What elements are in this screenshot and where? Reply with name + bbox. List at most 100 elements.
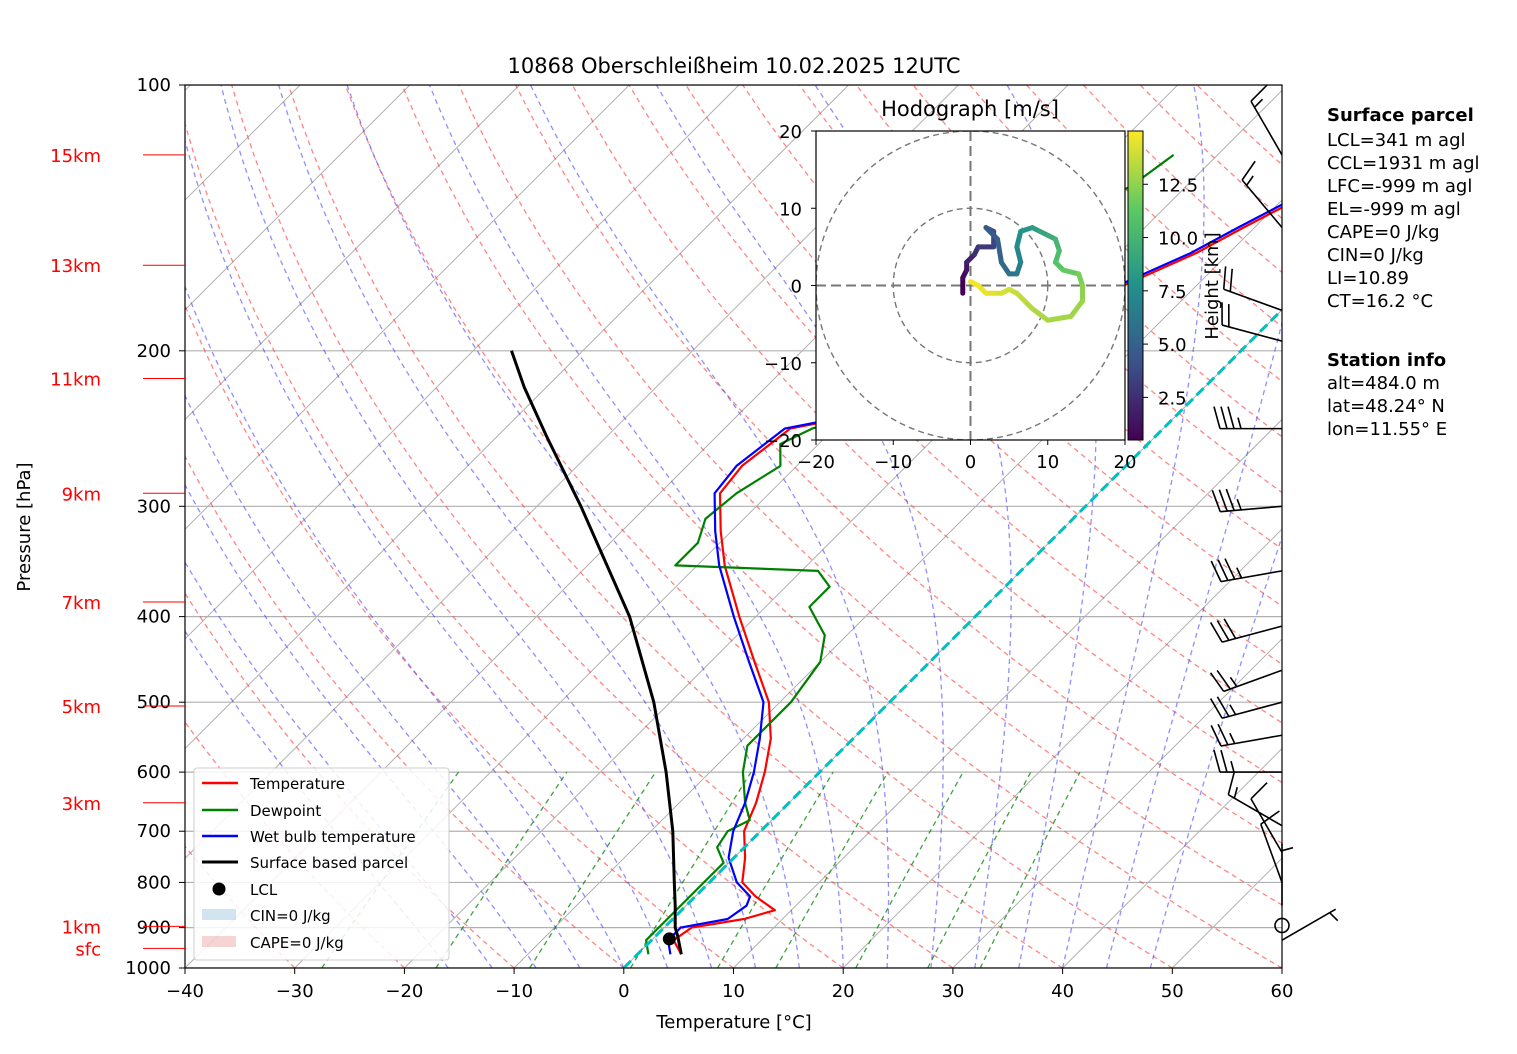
x-axis-label: Temperature [°C] bbox=[655, 1012, 811, 1033]
x-tick-label: −30 bbox=[276, 981, 314, 1002]
height-label: 9km bbox=[62, 484, 101, 505]
isotherm-line bbox=[185, 85, 740, 640]
isotherm-line bbox=[185, 85, 411, 311]
barb-flag bbox=[1250, 84, 1268, 102]
dry-adiabat-line bbox=[185, 303, 734, 968]
moist-adiabat-line bbox=[185, 284, 625, 968]
barb-flag bbox=[1224, 558, 1236, 580]
hodograph-x-label: 20 bbox=[1114, 452, 1137, 473]
wind-barb bbox=[1250, 84, 1283, 156]
wind-barb bbox=[1274, 917, 1290, 934]
legend-cape: CAPE=0 J/kg bbox=[250, 934, 344, 952]
hodograph-segment bbox=[1014, 228, 1024, 250]
moist-adiabat-line bbox=[1105, 320, 1282, 968]
y-tick-label: 400 bbox=[137, 607, 171, 628]
dry-adiabat-line bbox=[515, 85, 1282, 844]
surface-parcel-line: CT=16.2 °C bbox=[1327, 291, 1433, 312]
barb-flag bbox=[1216, 669, 1231, 690]
barb-half-flag bbox=[1237, 417, 1242, 429]
hodograph-segment bbox=[1068, 298, 1086, 319]
moist-adiabat-line bbox=[346, 85, 800, 968]
y-tick-label: 100 bbox=[137, 75, 171, 96]
dry-adiabat-line bbox=[185, 121, 844, 968]
barb-staff bbox=[1221, 625, 1283, 643]
barb-staff bbox=[1227, 794, 1283, 827]
y-tick-label: 900 bbox=[137, 918, 171, 939]
barb-half-flag bbox=[1233, 786, 1239, 799]
isotherm-line bbox=[185, 85, 520, 421]
barb-staff bbox=[1223, 288, 1283, 312]
x-tick-label: 60 bbox=[1271, 981, 1294, 1002]
hodograph-x-label: 0 bbox=[965, 452, 976, 473]
legend-cin: CIN=0 J/kg bbox=[250, 907, 331, 925]
barb-flag bbox=[1241, 160, 1256, 181]
legend-box bbox=[193, 767, 450, 961]
x-tick-label: 50 bbox=[1161, 981, 1184, 1002]
y-axis-label: Pressure [hPa] bbox=[14, 462, 35, 591]
barb-staff bbox=[1220, 570, 1283, 583]
hodograph-x-label: −10 bbox=[874, 452, 912, 473]
barb-flag bbox=[1229, 268, 1234, 292]
info-panel: Surface parcel LCL=341 m agl CCL=1931 m … bbox=[1327, 105, 1480, 440]
x-tick-label: 30 bbox=[941, 981, 964, 1002]
mixing-ratio-line bbox=[435, 771, 568, 968]
moist-adiabat-line bbox=[278, 85, 757, 968]
barb-half-flag bbox=[1230, 760, 1235, 773]
x-tick-label: 0 bbox=[618, 981, 629, 1002]
barb-flag bbox=[1213, 406, 1221, 429]
barb-flag bbox=[1211, 490, 1221, 512]
barb-flag bbox=[1227, 406, 1235, 429]
mixing-ratio-line bbox=[927, 771, 1032, 968]
colorbar-tick-label: 7.5 bbox=[1158, 282, 1187, 303]
isotherm-line bbox=[185, 85, 630, 530]
hodograph-segment bbox=[1060, 267, 1082, 277]
surface-parcel-line: CAPE=0 J/kg bbox=[1327, 222, 1440, 243]
parcel-line bbox=[510, 350, 683, 955]
x-tick-label: 40 bbox=[1051, 981, 1074, 1002]
isotherm-line bbox=[842, 528, 1282, 968]
barb-flag bbox=[1225, 488, 1235, 511]
chart-title: 10868 Oberschleißheim 10.02.2025 12UTC bbox=[508, 54, 961, 78]
barb-half-flag bbox=[1253, 98, 1264, 108]
barb-staff bbox=[1221, 324, 1283, 342]
barb-flag bbox=[1227, 772, 1235, 795]
isotherm-line bbox=[733, 418, 1282, 968]
wind-barb bbox=[1281, 843, 1294, 906]
barb-flag bbox=[1209, 622, 1223, 643]
y-tick-label: 1000 bbox=[125, 958, 171, 979]
mixing-ratio-line bbox=[529, 771, 657, 968]
colorbar-tick-label: 12.5 bbox=[1158, 175, 1198, 196]
barb-staff bbox=[1220, 505, 1283, 513]
colorbar-ticks: 2.5 5.0 7.5 10.0 12.5 bbox=[1143, 175, 1198, 409]
barb-flag bbox=[1223, 618, 1237, 639]
dry-adiabat-line bbox=[855, 85, 1282, 494]
dry-adiabat-line bbox=[458, 85, 1282, 906]
height-label: 15km bbox=[50, 146, 101, 167]
barb-half-flag bbox=[1245, 175, 1254, 186]
barb-flag bbox=[1209, 672, 1225, 692]
barb-half-flag bbox=[1281, 846, 1294, 852]
station-info-line: lon=11.55° E bbox=[1327, 419, 1447, 440]
surface-parcel-line: LCL=341 m agl bbox=[1327, 130, 1466, 151]
barb-flag bbox=[1216, 620, 1230, 641]
barb-flag bbox=[1222, 266, 1227, 290]
x-tick-label: −20 bbox=[385, 981, 423, 1002]
barb-staff bbox=[1260, 823, 1283, 883]
wind-barb bbox=[1260, 810, 1283, 883]
height-label: sfc bbox=[75, 939, 101, 960]
moist-adiabat-line bbox=[185, 394, 581, 968]
dry-adiabat-line bbox=[344, 85, 1173, 968]
isotherm-line bbox=[0, 85, 81, 968]
height-label: 7km bbox=[62, 593, 101, 614]
hodograph-grid bbox=[816, 131, 1125, 440]
legend: Temperature Dewpoint Wet bulb temperatur… bbox=[193, 767, 450, 961]
isotherm-line bbox=[1062, 747, 1282, 968]
wind-barb bbox=[1250, 782, 1283, 853]
barb-flag bbox=[1217, 559, 1229, 581]
barb-staff bbox=[1220, 734, 1283, 747]
mixing-ratio-line bbox=[979, 771, 1081, 968]
axis-ticks: −40 −30 −20 −10 0 10 20 30 40 50 60100200300400500… bbox=[125, 75, 1293, 1002]
moist-adiabat-line bbox=[1061, 85, 1205, 968]
legend-parcel: Surface based parcel bbox=[250, 854, 408, 872]
